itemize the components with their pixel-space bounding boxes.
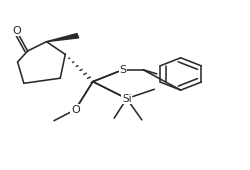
Text: O: O: [12, 26, 20, 36]
Polygon shape: [46, 33, 78, 42]
Text: Si: Si: [122, 94, 131, 104]
Text: S: S: [119, 65, 126, 75]
Text: O: O: [71, 105, 79, 115]
